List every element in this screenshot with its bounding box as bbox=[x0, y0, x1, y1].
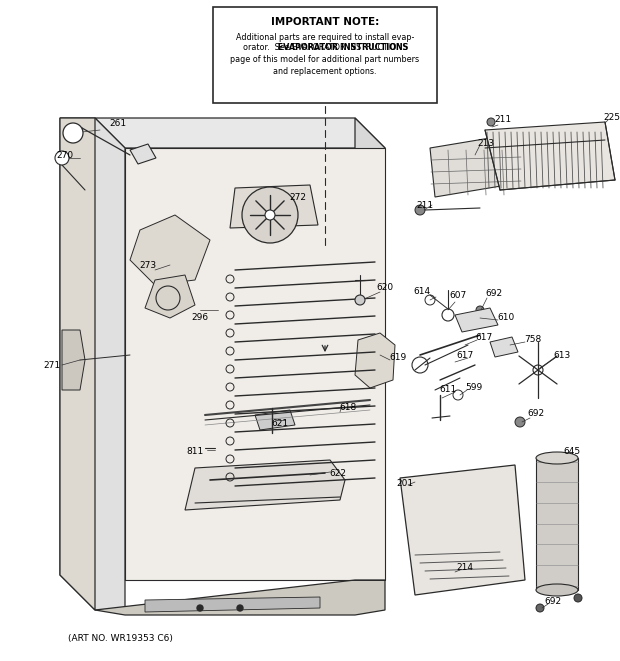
Text: 617: 617 bbox=[476, 332, 493, 342]
Circle shape bbox=[515, 417, 525, 427]
Polygon shape bbox=[536, 458, 578, 590]
Text: 296: 296 bbox=[192, 313, 208, 323]
Circle shape bbox=[574, 594, 582, 602]
Text: 613: 613 bbox=[554, 350, 570, 360]
Text: 211: 211 bbox=[494, 114, 512, 124]
Circle shape bbox=[265, 210, 275, 220]
Polygon shape bbox=[145, 275, 195, 318]
Polygon shape bbox=[130, 215, 210, 285]
Text: 618: 618 bbox=[339, 403, 356, 412]
Polygon shape bbox=[355, 118, 385, 580]
Polygon shape bbox=[255, 410, 295, 430]
Polygon shape bbox=[490, 337, 518, 357]
Polygon shape bbox=[60, 118, 125, 610]
Text: Additional parts are required to install evap-: Additional parts are required to install… bbox=[236, 34, 414, 42]
Polygon shape bbox=[485, 122, 615, 190]
Polygon shape bbox=[455, 308, 498, 332]
Text: and replacement options.: and replacement options. bbox=[273, 67, 377, 77]
Polygon shape bbox=[60, 118, 95, 610]
Text: 614: 614 bbox=[414, 288, 430, 297]
Circle shape bbox=[415, 205, 425, 215]
Text: orator.  See EVAPORATOR INSTRUCTIONS: orator. See EVAPORATOR INSTRUCTIONS bbox=[243, 44, 407, 52]
Text: 272: 272 bbox=[290, 192, 306, 202]
Text: 201: 201 bbox=[396, 479, 414, 488]
Polygon shape bbox=[130, 144, 156, 164]
Text: 273: 273 bbox=[140, 260, 157, 270]
Polygon shape bbox=[400, 465, 525, 595]
Text: 270: 270 bbox=[56, 151, 74, 161]
Text: 617: 617 bbox=[456, 352, 474, 360]
Text: 692: 692 bbox=[485, 290, 503, 299]
Ellipse shape bbox=[536, 452, 578, 464]
Polygon shape bbox=[95, 580, 385, 615]
Circle shape bbox=[433, 490, 493, 550]
Text: 599: 599 bbox=[466, 383, 482, 391]
Circle shape bbox=[55, 151, 69, 165]
Text: 271: 271 bbox=[43, 360, 61, 369]
Text: IMPORTANT NOTE:: IMPORTANT NOTE: bbox=[271, 17, 379, 27]
Polygon shape bbox=[125, 148, 385, 580]
Ellipse shape bbox=[536, 584, 578, 596]
Text: 610: 610 bbox=[497, 313, 515, 323]
Circle shape bbox=[498, 476, 506, 484]
Polygon shape bbox=[185, 460, 345, 510]
Text: 214: 214 bbox=[456, 563, 474, 572]
Text: 621: 621 bbox=[272, 418, 288, 428]
Text: 758: 758 bbox=[525, 334, 542, 344]
Text: 622: 622 bbox=[329, 469, 347, 477]
Text: 261: 261 bbox=[110, 120, 126, 128]
Circle shape bbox=[536, 604, 544, 612]
Text: EVAPORATOR INSTRUCTIONS: EVAPORATOR INSTRUCTIONS bbox=[242, 44, 408, 52]
Text: 645: 645 bbox=[564, 447, 580, 457]
Text: 611: 611 bbox=[440, 385, 456, 395]
Polygon shape bbox=[95, 118, 385, 148]
Polygon shape bbox=[62, 330, 85, 390]
Text: 811: 811 bbox=[187, 447, 203, 457]
Text: 619: 619 bbox=[389, 352, 407, 362]
Text: 213: 213 bbox=[477, 139, 495, 147]
FancyBboxPatch shape bbox=[213, 7, 437, 103]
Polygon shape bbox=[145, 597, 320, 612]
Polygon shape bbox=[355, 333, 395, 388]
Circle shape bbox=[242, 187, 298, 243]
Circle shape bbox=[237, 605, 243, 611]
Circle shape bbox=[355, 295, 365, 305]
Text: 692: 692 bbox=[544, 596, 562, 605]
Circle shape bbox=[197, 605, 203, 611]
Circle shape bbox=[533, 365, 543, 375]
Circle shape bbox=[476, 306, 484, 314]
Text: (ART NO. WR19353 C6): (ART NO. WR19353 C6) bbox=[68, 633, 173, 642]
Circle shape bbox=[63, 123, 83, 143]
Polygon shape bbox=[230, 185, 318, 228]
Circle shape bbox=[487, 118, 495, 126]
Text: 225: 225 bbox=[603, 112, 620, 122]
Text: page of this model for additional part numbers: page of this model for additional part n… bbox=[231, 56, 420, 65]
Text: 211: 211 bbox=[417, 200, 433, 210]
Text: 607: 607 bbox=[450, 292, 467, 301]
Text: 620: 620 bbox=[376, 284, 394, 293]
Polygon shape bbox=[430, 133, 525, 197]
Text: 692: 692 bbox=[528, 410, 544, 418]
